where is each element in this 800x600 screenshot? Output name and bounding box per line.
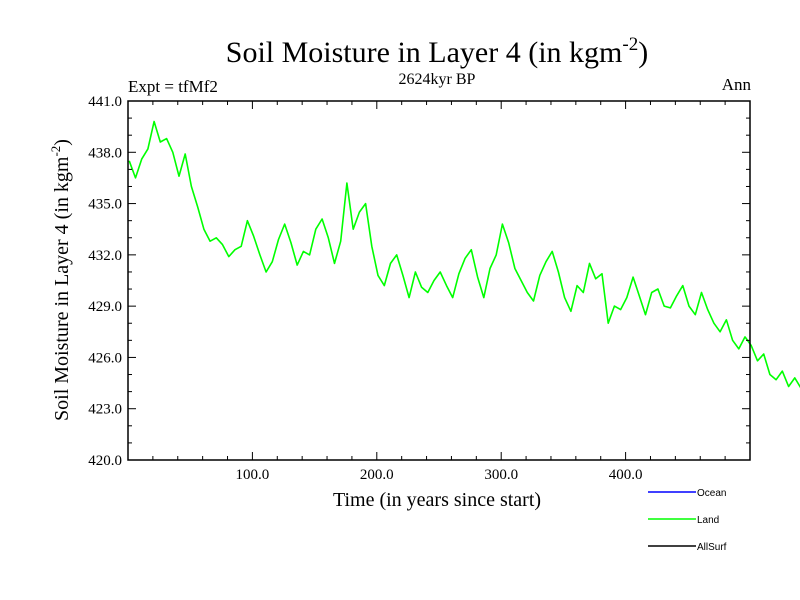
y-axis-label: Soil Moisture in Layer 4 (in kgm-2) [48, 139, 73, 421]
x-tick-label: 400.0 [609, 467, 643, 483]
chart-title: Soil Moisture in Layer 4 (in kgm-2) [226, 34, 648, 69]
y-tick-label: 429.0 [88, 299, 122, 315]
x-tick-label: 300.0 [484, 467, 518, 483]
y-tick-label: 441.0 [88, 94, 122, 110]
legend-label-land: Land [697, 515, 719, 526]
series-line-land [128, 120, 800, 389]
series-layer [128, 120, 800, 389]
y-tick-label: 426.0 [88, 350, 122, 366]
x-tick-label: 100.0 [236, 467, 270, 483]
legend-label-allsurf: AllSurf [697, 542, 727, 553]
season-label: Ann [722, 75, 752, 94]
plot-frame [127, 100, 751, 461]
experiment-label: Expt = tfMf2 [128, 77, 218, 96]
x-axis-label: Time (in years since start) [333, 489, 541, 511]
x-tick-label: 200.0 [360, 467, 394, 483]
y-tick-label: 432.0 [88, 248, 122, 264]
y-tick-label: 420.0 [88, 453, 122, 469]
legend: Ocean Land AllSurf [648, 488, 727, 553]
y-tick-label: 423.0 [88, 402, 122, 418]
plot-area: 100.0 200.0 300.0 400.0 420.0 423.0 426.0 429.0… [88, 94, 800, 483]
y-tick-label: 438.0 [88, 145, 122, 161]
ticks-layer: 100.0 200.0 300.0 400.0 420.0 423.0 426.0 429.0… [88, 94, 750, 483]
legend-label-ocean: Ocean [697, 488, 726, 499]
chart-subtitle: 2624kyr BP [399, 71, 476, 88]
y-tick-label: 435.0 [88, 197, 122, 213]
